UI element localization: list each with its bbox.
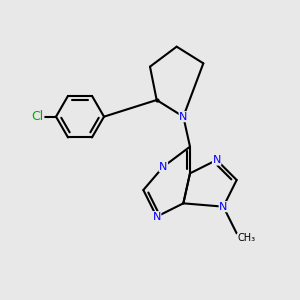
Text: CH₃: CH₃ <box>238 233 256 243</box>
Text: N: N <box>152 212 161 222</box>
Text: N: N <box>159 162 167 172</box>
Text: N: N <box>212 155 221 165</box>
Text: N: N <box>219 202 227 212</box>
Text: Cl: Cl <box>32 110 44 123</box>
Text: N: N <box>179 112 188 122</box>
